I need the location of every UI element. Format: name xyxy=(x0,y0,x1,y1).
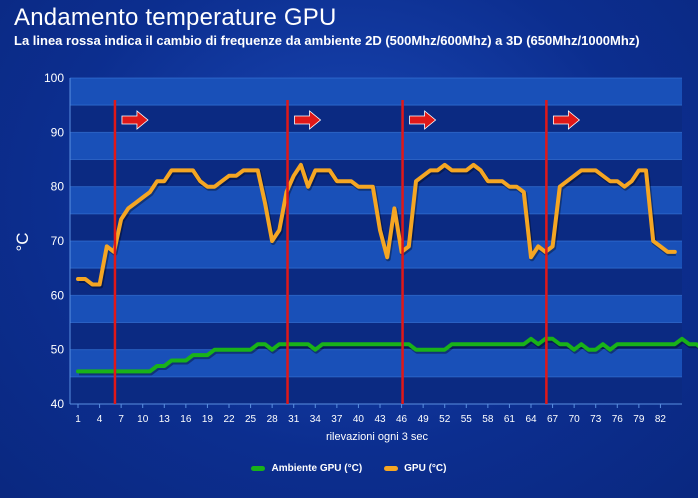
switch-arrow-icon xyxy=(121,110,149,130)
plot-band xyxy=(70,105,682,133)
legend-swatch-ambient xyxy=(251,465,266,471)
legend-label-ambient: Ambiente GPU (°C) xyxy=(271,462,363,474)
plot-band xyxy=(70,268,682,296)
switch-arrow-icon xyxy=(294,110,322,130)
x-tick-label: 7 xyxy=(118,414,124,425)
x-tick-label: 70 xyxy=(569,414,581,425)
legend-swatch-gpu xyxy=(384,465,399,471)
switch-arrow-icon xyxy=(552,110,581,130)
plot-band xyxy=(70,295,682,323)
x-tick-label: 34 xyxy=(310,414,322,425)
y-tick-label: 100 xyxy=(44,71,64,85)
x-tick-label: 16 xyxy=(180,414,192,425)
x-tick-label: 22 xyxy=(223,414,235,425)
legend-item-gpu: GPU (°C) xyxy=(384,462,447,474)
x-tick-label: 25 xyxy=(245,414,257,425)
legend-item-ambient: Ambiente GPU (°C) xyxy=(251,463,362,474)
x-tick-label: 82 xyxy=(655,414,667,425)
series-line-gpu xyxy=(76,162,677,287)
x-tick-label: 10 xyxy=(137,414,149,425)
x-tick-label: 67 xyxy=(547,414,559,425)
legend-label-gpu: GPU (°C) xyxy=(404,462,447,474)
page-title: Andamento temperature GPU xyxy=(14,4,337,31)
plot-band xyxy=(70,376,682,404)
switch-arrow-icon xyxy=(409,110,437,130)
chart-legend: Ambiente GPU (°C) GPU (°C) xyxy=(0,458,698,478)
x-tick-label: 58 xyxy=(482,414,494,425)
y-tick-label: 40 xyxy=(51,397,65,411)
x-tick-label: 37 xyxy=(331,414,343,425)
y-axis-label: °C xyxy=(13,232,32,251)
y-tick-label: 70 xyxy=(51,234,65,248)
x-tick-label: 52 xyxy=(439,414,451,425)
page-subtitle: La linea rossa indica il cambio di frequ… xyxy=(14,33,640,48)
x-tick-label: 79 xyxy=(633,414,645,425)
y-tick-label: 80 xyxy=(51,180,65,194)
x-tick-label: 55 xyxy=(461,414,473,425)
y-tick-label: 50 xyxy=(51,343,65,357)
x-tick-label: 19 xyxy=(202,414,214,425)
x-tick-label: 1 xyxy=(75,414,81,425)
x-tick-label: 76 xyxy=(612,414,624,425)
x-tick-label: 64 xyxy=(525,414,537,425)
plot-band xyxy=(70,349,682,377)
series-line-ambient xyxy=(76,336,698,374)
x-tick-label: 49 xyxy=(418,414,430,425)
x-tick-label: 31 xyxy=(288,414,300,425)
y-tick-label: 90 xyxy=(51,125,65,139)
x-axis-label: rilevazioni ogni 3 sec xyxy=(326,431,429,443)
plot-band xyxy=(70,241,682,269)
x-tick-label: 40 xyxy=(353,414,365,425)
x-tick-label: 28 xyxy=(267,414,279,425)
plot-band xyxy=(70,213,682,241)
x-tick-label: 73 xyxy=(590,414,602,425)
x-tick-label: 61 xyxy=(504,414,516,425)
x-tick-label: 13 xyxy=(159,414,171,425)
x-tick-label: 46 xyxy=(396,414,408,425)
plot-band xyxy=(70,78,682,106)
y-tick-label: 60 xyxy=(51,288,65,302)
plot-band xyxy=(70,132,682,160)
x-tick-label: 4 xyxy=(97,414,103,425)
x-tick-label: 43 xyxy=(374,414,386,425)
